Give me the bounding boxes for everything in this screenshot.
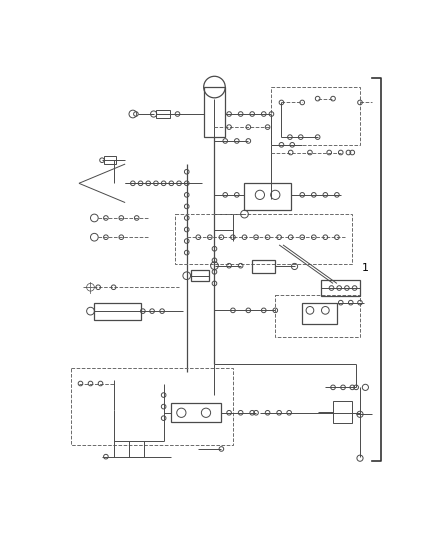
Bar — [244, 183, 291, 210]
Bar — [156, 110, 170, 118]
Bar — [103, 156, 116, 164]
Bar — [71, 368, 233, 445]
Bar — [191, 270, 209, 281]
Text: 1: 1 — [362, 263, 369, 273]
Bar — [94, 303, 141, 320]
Bar — [171, 403, 221, 422]
Bar — [321, 280, 360, 296]
Bar — [333, 401, 352, 423]
Bar — [252, 260, 276, 273]
Bar — [175, 214, 352, 264]
Bar — [302, 303, 337, 324]
Bar — [276, 295, 360, 337]
Bar — [204, 87, 225, 137]
Bar — [272, 87, 360, 145]
